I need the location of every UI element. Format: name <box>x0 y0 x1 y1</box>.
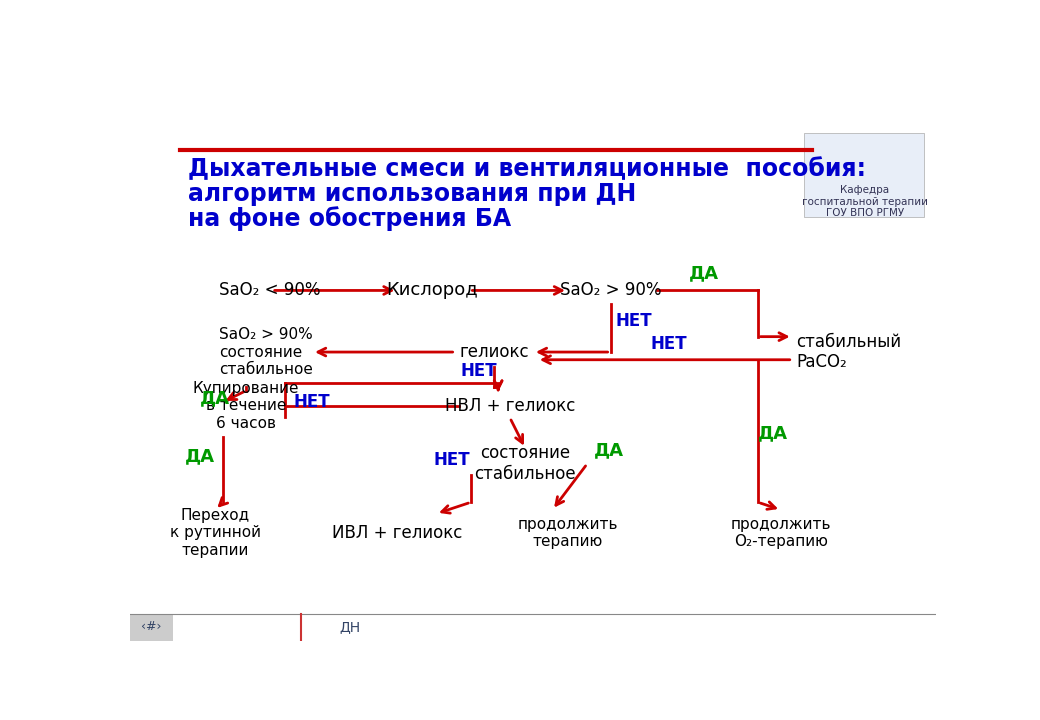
Text: SaO₂ > 90%: SaO₂ > 90% <box>560 282 661 300</box>
Bar <box>130 614 173 641</box>
Text: продолжить
терапию: продолжить терапию <box>518 517 618 549</box>
Text: ДА: ДА <box>185 447 214 465</box>
Text: ДН: ДН <box>339 620 361 634</box>
Text: SaO₂ < 90%: SaO₂ < 90% <box>219 282 320 300</box>
Text: НЕТ: НЕТ <box>650 336 687 354</box>
Text: ДА: ДА <box>201 390 230 408</box>
Text: НВЛ + гелиокс: НВЛ + гелиокс <box>444 397 575 415</box>
Text: SaO₂ > 90%
состояние
стабильное: SaO₂ > 90% состояние стабильное <box>219 327 313 377</box>
Text: НЕТ: НЕТ <box>434 451 470 469</box>
Text: ДА: ДА <box>758 424 788 442</box>
Text: ‹#›: ‹#› <box>141 621 162 634</box>
Bar <box>804 132 925 217</box>
Text: Кислород: Кислород <box>387 282 478 300</box>
Text: Дыхательные смеси и вентиляционные  пособия:: Дыхательные смеси и вентиляционные пособ… <box>188 158 866 181</box>
Text: НЕТ: НЕТ <box>294 393 331 411</box>
Text: состояние
стабильное: состояние стабильное <box>474 444 576 483</box>
Text: алгоритм использования при ДН: алгоритм использования при ДН <box>188 182 636 206</box>
Text: НЕТ: НЕТ <box>616 312 652 330</box>
Text: продолжить
O₂-терапию: продолжить O₂-терапию <box>731 517 831 549</box>
Text: на фоне обострения БА: на фоне обострения БА <box>188 207 512 231</box>
Text: НЕТ: НЕТ <box>461 362 497 380</box>
Text: гелиокс: гелиокс <box>460 343 529 361</box>
Text: ДА: ДА <box>688 264 719 282</box>
Text: ИВЛ + гелиокс: ИВЛ + гелиокс <box>332 524 463 542</box>
Text: Переход
к рутинной
терапии: Переход к рутинной терапии <box>170 508 261 558</box>
Text: Кафедра
госпитальной терапии
ГОУ ВПО РГМУ: Кафедра госпитальной терапии ГОУ ВПО РГМ… <box>802 185 928 218</box>
Text: Купирование
в течение
6 часов: Купирование в течение 6 часов <box>193 381 300 431</box>
Text: стабильный
PaCO₂: стабильный PaCO₂ <box>797 333 902 372</box>
Text: ДА: ДА <box>594 441 624 459</box>
